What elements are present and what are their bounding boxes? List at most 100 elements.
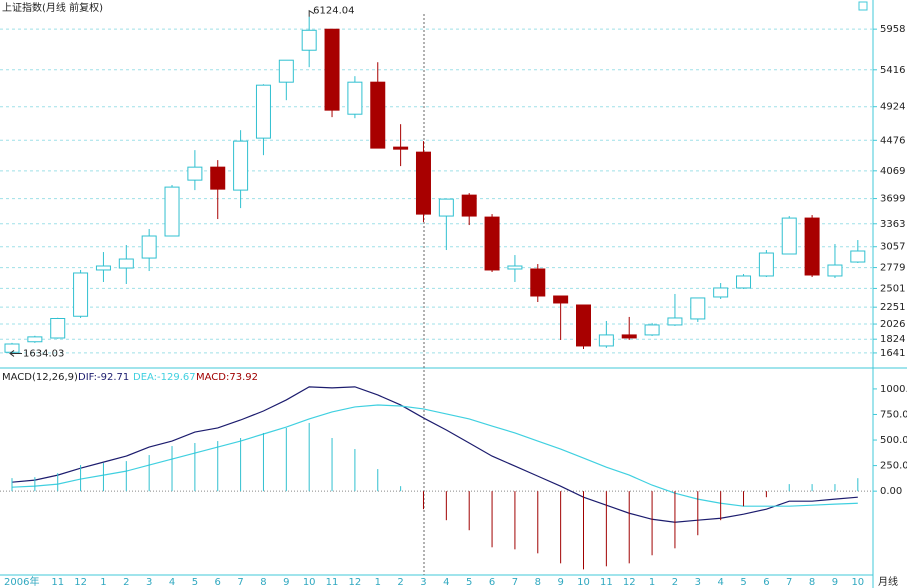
x-tick-label: 11 xyxy=(51,577,64,588)
candle-body xyxy=(301,29,317,51)
annotation-pointer xyxy=(308,9,315,17)
candle-body xyxy=(621,334,637,339)
x-tick-label: 2006年 xyxy=(4,575,39,588)
candle-body xyxy=(553,295,569,304)
candle-body xyxy=(73,272,89,317)
x-tick-label: 12 xyxy=(74,577,87,588)
x-tick-label: 8 xyxy=(260,577,266,588)
candle-body xyxy=(210,166,226,190)
x-tick-label: 5 xyxy=(466,577,472,588)
x-tick-label: 7 xyxy=(512,577,518,588)
x-tick-label: 5 xyxy=(192,577,198,588)
y-tick-label: 4924 xyxy=(880,102,905,113)
y-tick-label: 1641 xyxy=(880,348,905,359)
candle-body xyxy=(141,235,157,259)
legend-entry: MACD:73.92 xyxy=(196,372,258,383)
x-tick-label: 12 xyxy=(349,577,362,588)
annotation-pointer xyxy=(9,350,22,357)
y-tick-label: 500.00 xyxy=(880,435,907,446)
candle-body xyxy=(370,81,386,149)
candle-body xyxy=(758,252,774,277)
icon[interactable] xyxy=(858,1,868,11)
candle-body xyxy=(598,334,614,347)
candle-body xyxy=(736,275,752,289)
x-tick-label: 7 xyxy=(786,577,792,588)
x-tick-label: 6 xyxy=(489,577,495,588)
annotation: 1634.03 xyxy=(23,348,64,359)
y-tick-label: 5958 xyxy=(880,24,905,35)
x-tick-label: 1 xyxy=(100,577,106,588)
candle-body xyxy=(850,250,866,263)
period-label: 月线 xyxy=(878,575,898,588)
candle-body xyxy=(415,151,431,215)
y-tick-label: 750.00 xyxy=(880,409,907,420)
chart-title: 上证指数(月线 前复权) xyxy=(2,1,103,14)
candle-body xyxy=(187,166,203,181)
x-tick-label: 10 xyxy=(303,577,316,588)
x-tick-label: 4 xyxy=(169,577,175,588)
y-tick-label: 4069 xyxy=(880,166,905,177)
x-tick-label: 9 xyxy=(283,577,289,588)
candle-body xyxy=(461,194,477,217)
legend-entry: DIF:-92.71 xyxy=(78,372,129,383)
x-tick-label: 8 xyxy=(809,577,815,588)
candle-body xyxy=(576,304,591,347)
macd-line xyxy=(11,386,858,523)
candle-body xyxy=(324,28,340,111)
candle-body xyxy=(781,217,797,255)
candle-body xyxy=(278,59,294,83)
candle-body xyxy=(4,343,20,353)
x-tick-label: 10 xyxy=(851,577,864,588)
x-tick-label: 1 xyxy=(649,577,655,588)
y-tick-label: 3057 xyxy=(880,242,905,253)
candle-body xyxy=(95,265,111,271)
candle-body xyxy=(667,317,683,326)
candle-body xyxy=(827,264,843,277)
candle-body xyxy=(438,198,454,217)
x-tick-label: 1 xyxy=(375,577,381,588)
x-tick-label: 6 xyxy=(763,577,769,588)
candle-body xyxy=(233,140,249,191)
candle-body xyxy=(118,258,134,269)
x-tick-label: 4 xyxy=(717,577,723,588)
x-tick-label: 2 xyxy=(672,577,678,588)
candle-body xyxy=(530,268,546,297)
macd-line xyxy=(11,404,858,507)
x-tick-label: 11 xyxy=(326,577,339,588)
y-tick-label: 3699 xyxy=(880,194,905,205)
candle-body xyxy=(690,297,706,320)
y-tick-label: 2779 xyxy=(880,263,905,274)
x-tick-label: 11 xyxy=(600,577,613,588)
candle-body xyxy=(393,146,409,150)
legend-entry: DEA:-129.67 xyxy=(133,372,196,383)
candle-body xyxy=(255,84,271,139)
annotation: 6124.04 xyxy=(313,6,354,17)
x-tick-label: 9 xyxy=(557,577,563,588)
y-tick-label: 4476 xyxy=(880,135,905,146)
x-tick-label: 5 xyxy=(740,577,746,588)
y-tick-label: 250.00 xyxy=(880,461,907,472)
x-tick-label: 3 xyxy=(420,577,426,588)
y-tick-label: 2026 xyxy=(880,319,905,330)
y-tick-label: 3363 xyxy=(880,219,905,230)
y-tick-label: 2501 xyxy=(880,283,905,294)
x-tick-label: 12 xyxy=(623,577,636,588)
candle-body xyxy=(27,336,43,343)
candle-body xyxy=(50,318,66,339)
candle-body xyxy=(644,324,660,336)
x-tick-label: 6 xyxy=(215,577,221,588)
x-tick-label: 2 xyxy=(123,577,129,588)
y-tick-label: 1824 xyxy=(880,334,905,345)
macd-title: MACD(12,26,9) xyxy=(2,372,78,383)
candle-body xyxy=(713,287,729,298)
candle-body xyxy=(484,216,500,271)
x-tick-label: 3 xyxy=(695,577,701,588)
candle-body xyxy=(164,186,180,237)
x-tick-label: 7 xyxy=(237,577,243,588)
x-tick-label: 2 xyxy=(397,577,403,588)
candle-body xyxy=(804,217,820,276)
x-tick-label: 10 xyxy=(577,577,590,588)
x-tick-label: 8 xyxy=(535,577,541,588)
